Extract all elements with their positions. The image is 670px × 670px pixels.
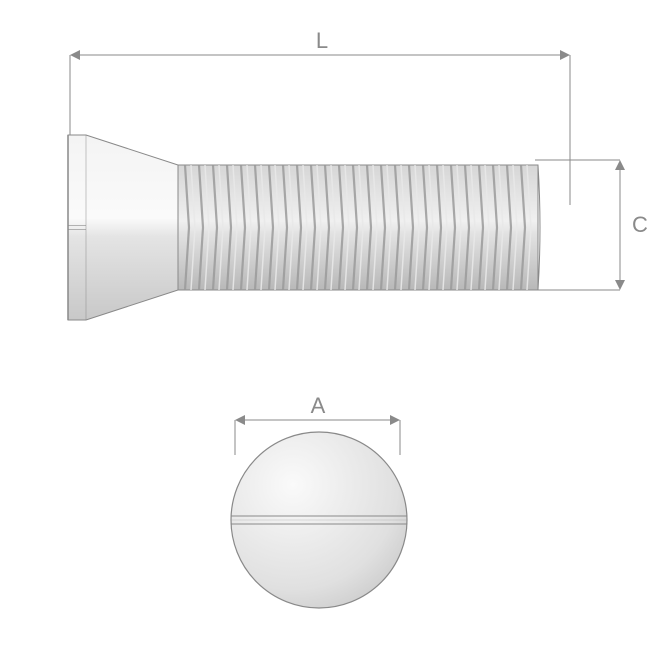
head-label: A bbox=[311, 393, 326, 418]
diameter-label: C bbox=[632, 212, 648, 237]
screw-head-view bbox=[231, 432, 407, 608]
diagram-svg: L C A bbox=[0, 0, 670, 670]
diagram-stage: L C A bbox=[0, 0, 670, 670]
screw-side-view bbox=[68, 135, 540, 320]
length-label: L bbox=[316, 28, 328, 53]
